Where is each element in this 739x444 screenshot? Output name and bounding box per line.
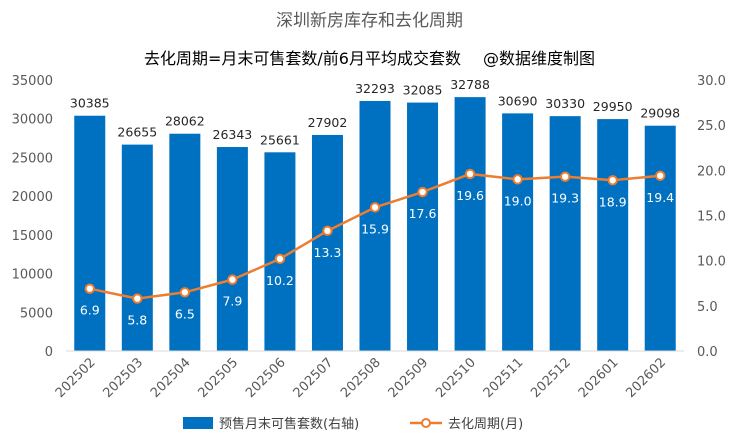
left-axis-tick-label: 5000 bbox=[20, 306, 53, 321]
left-axis-tick-label: 35000 bbox=[12, 74, 53, 89]
rate-value-label: 6.5 bbox=[175, 306, 195, 321]
bar-value-labels: 30385 26655 28062 26343 25661 27902 32293 32085… bbox=[70, 77, 680, 147]
bar bbox=[407, 102, 439, 351]
left-axis-tick-label: 20000 bbox=[12, 190, 53, 205]
right-axis-tick-label: 25.0 bbox=[697, 119, 726, 134]
rate-marker bbox=[84, 283, 95, 294]
rate-value-label: 19.0 bbox=[504, 193, 532, 208]
bar bbox=[121, 144, 153, 351]
right-axis-tick-label: 10.0 bbox=[697, 255, 726, 270]
x-tick-label: 202511 bbox=[481, 355, 527, 401]
rate-value-label: 19.4 bbox=[646, 190, 674, 205]
x-tick-label: 202502 bbox=[53, 355, 99, 401]
rate-value-label: 15.9 bbox=[361, 221, 389, 236]
rate-value-label: 19.6 bbox=[456, 188, 484, 203]
subtitle-watermark: @数据维度制图 bbox=[482, 49, 595, 68]
rate-marker bbox=[559, 171, 571, 182]
rate-marker bbox=[369, 202, 381, 213]
bar bbox=[74, 115, 106, 352]
rate-value-label: 7.9 bbox=[222, 294, 242, 309]
bar-value-label: 29950 bbox=[593, 99, 633, 114]
bar bbox=[549, 116, 581, 351]
x-tick-label: 202510 bbox=[433, 355, 479, 401]
bar-value-label: 29098 bbox=[640, 106, 680, 121]
rate-value-label: 19.3 bbox=[551, 191, 579, 206]
left-axis-tick-label: 25000 bbox=[12, 151, 53, 166]
x-tick-label: 202509 bbox=[386, 355, 432, 401]
x-tick-label: 202506 bbox=[243, 355, 289, 401]
chart-title: 深圳新房库存和去化周期 bbox=[276, 11, 463, 31]
bar-value-label: 30385 bbox=[70, 96, 110, 111]
bar bbox=[502, 113, 534, 352]
legend-bar-swatch bbox=[183, 417, 213, 429]
bar bbox=[169, 133, 201, 351]
x-tick-label: 202505 bbox=[196, 355, 242, 401]
right-axis-tick-label: 15.0 bbox=[697, 210, 726, 225]
left-axis-tick-label: 30000 bbox=[12, 113, 53, 128]
bar-value-label: 25661 bbox=[260, 132, 300, 147]
legend-bar-label: 预售月末可售套数(右轴) bbox=[219, 416, 359, 432]
rate-value-label: 10.2 bbox=[266, 273, 294, 288]
bar-value-label: 26655 bbox=[117, 125, 157, 140]
right-axis-tick-label: 20.0 bbox=[697, 164, 726, 179]
rate-value-label: 6.9 bbox=[80, 303, 100, 318]
bar bbox=[454, 97, 486, 351]
left-axis: 0 5000 10000 15000 20000 25000 30000 35000 bbox=[12, 74, 53, 360]
rate-value-label: 13.3 bbox=[314, 245, 342, 260]
x-tick-label: 202503 bbox=[100, 355, 146, 401]
x-tick-label: 202508 bbox=[338, 355, 384, 401]
bar-value-label: 32788 bbox=[450, 77, 490, 92]
bar-value-label: 26343 bbox=[213, 127, 253, 142]
x-tick-label: 202504 bbox=[148, 355, 194, 401]
rate-marker bbox=[322, 225, 333, 237]
bar-value-label: 28062 bbox=[165, 114, 205, 129]
bar bbox=[311, 134, 343, 351]
bar bbox=[359, 100, 391, 351]
x-tick-label: 202602 bbox=[623, 355, 669, 401]
legend: 预售月末可售套数(右轴) 去化周期(月) bbox=[183, 416, 523, 432]
rate-marker bbox=[655, 170, 666, 181]
chart-subtitle: 去化周期=月末可售套数/前6月平均成交套数 @数据维度制图 bbox=[0, 45, 739, 69]
bar bbox=[597, 119, 629, 351]
rate-marker bbox=[179, 287, 191, 298]
subtitle-formula: 去化周期=月末可售套数/前6月平均成交套数 bbox=[144, 49, 461, 68]
rate-value-label: 18.9 bbox=[599, 194, 627, 209]
left-axis-tick-label: 10000 bbox=[12, 268, 53, 283]
bar-value-label: 32293 bbox=[355, 81, 395, 96]
rate-marker bbox=[227, 274, 238, 285]
left-axis-tick-label: 0 bbox=[45, 345, 53, 360]
rate-marker bbox=[607, 175, 618, 186]
line-series: 6.9 5.8 6.5 7.9 10.2 13.3 15.9 17.6 19.6 19.0 19.3… bbox=[80, 168, 674, 328]
right-axis-tick-label: 30.0 bbox=[697, 74, 726, 89]
rate-value-label: 17.6 bbox=[409, 206, 437, 221]
x-axis: 202502 202503 202504 202505 202506 202507 2025… bbox=[53, 355, 669, 401]
rate-marker bbox=[512, 174, 523, 185]
right-axis-tick-label: 5.0 bbox=[697, 300, 718, 315]
bar-value-label: 30690 bbox=[498, 93, 538, 108]
bar-value-label: 27902 bbox=[308, 115, 348, 130]
bar bbox=[216, 147, 248, 351]
right-axis-tick-label: 0.0 bbox=[697, 345, 718, 360]
bar-value-label: 30330 bbox=[545, 96, 585, 111]
x-tick-label: 202601 bbox=[576, 355, 622, 401]
right-axis: 0.0 5.0 10.0 15.0 20.0 25.0 30.0 bbox=[697, 74, 726, 360]
rate-marker bbox=[274, 253, 286, 265]
legend-line-marker bbox=[421, 418, 431, 428]
bar bbox=[644, 125, 676, 352]
rate-marker bbox=[132, 293, 143, 304]
legend-line-label: 去化周期(月) bbox=[448, 417, 523, 432]
bar-series bbox=[74, 97, 676, 352]
rate-value-label: 5.8 bbox=[127, 313, 147, 328]
rate-marker bbox=[464, 168, 476, 180]
bar-value-label: 32085 bbox=[403, 83, 443, 98]
rate-marker bbox=[417, 186, 428, 198]
left-axis-tick-label: 15000 bbox=[12, 229, 53, 244]
x-tick-label: 202507 bbox=[291, 355, 337, 401]
x-tick-label: 202512 bbox=[528, 355, 574, 401]
